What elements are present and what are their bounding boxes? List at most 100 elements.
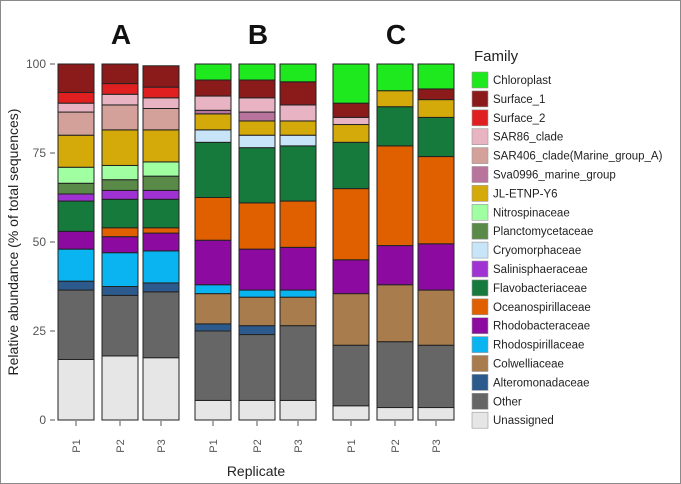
bar-segment-cryomorphaceae xyxy=(279,134,317,147)
bar-segment-cryomorphaceae xyxy=(238,134,276,149)
bar-segment-cryomorphaceae xyxy=(194,129,232,143)
bar-segment-rhodobacteraceae xyxy=(238,248,276,291)
bar-segment-rhodobacteraceae xyxy=(194,239,232,286)
bar-segment-alteromonadaceae xyxy=(57,280,95,291)
bar-segment-colwelliaceae xyxy=(376,284,414,343)
bar-segment-jl-etnp-y6 xyxy=(279,120,317,136)
y-tick-label: 0 xyxy=(39,413,46,427)
x-tick-label: P1 xyxy=(71,439,83,452)
bar-segment-sar86-clade xyxy=(57,102,95,113)
bar-segment-chloroplast xyxy=(376,63,414,92)
panel-labels: A B C xyxy=(111,19,406,50)
bar-segment-rhodospirillaceae xyxy=(101,252,139,287)
legend-label: Nitrospinaceae xyxy=(493,207,570,219)
panel-label: B xyxy=(248,19,268,50)
bar-segment-nitrospinaceae xyxy=(142,161,180,177)
bar-segment-jl-etnp-y6 xyxy=(376,90,414,108)
bar-segment-surface-1 xyxy=(238,79,276,99)
bar-segment-colwelliaceae xyxy=(238,296,276,327)
bar-segment-sar86-clade xyxy=(142,97,180,109)
bar-segment-other xyxy=(101,294,139,357)
legend-label: Unassigned xyxy=(493,415,554,427)
bar-segment-colwelliaceae xyxy=(194,293,232,325)
legend-swatch xyxy=(471,317,489,335)
x-tick-label: P2 xyxy=(115,439,127,452)
bar-segment-unassigned xyxy=(238,399,276,421)
x-axis-title: Replicate xyxy=(227,463,286,479)
bar-segment-rhodospirillaceae xyxy=(142,250,180,284)
bar-segment-salinisphaeraceae xyxy=(142,189,180,200)
bar-segment-chloroplast xyxy=(332,63,370,104)
bar-segment-oceanospirillaceae xyxy=(101,227,139,238)
legend-label: Surface_1 xyxy=(493,94,545,106)
bar-segment-jl-etnp-y6 xyxy=(101,129,139,166)
bar-segment-surface-2 xyxy=(142,86,180,99)
bar-segment-sar406-clade-marine-group-a- xyxy=(101,104,139,131)
bar-segment-sar406-clade-marine-group-a- xyxy=(142,108,180,131)
legend-label: Other xyxy=(493,396,522,408)
bar-segment-rhodobacteraceae xyxy=(376,245,414,286)
bar-segment-unassigned xyxy=(101,355,139,421)
bar-segment-alteromonadaceae xyxy=(238,325,276,336)
x-axis: P1 P2 P3 P1 P2 P3 P1 P2 P3 xyxy=(71,421,443,453)
legend-swatch xyxy=(471,355,489,372)
bar-segment-sar86-clade xyxy=(279,104,317,122)
bar-segment-planctomycetaceae xyxy=(101,179,139,191)
bar-segment-jl-etnp-y6 xyxy=(417,99,455,118)
legend-swatch xyxy=(471,185,489,202)
bar-segment-salinisphaeraceae xyxy=(101,189,139,200)
bar-segment-sar86-clade xyxy=(332,116,370,126)
bar-segment-rhodobacteraceae xyxy=(332,259,370,295)
x-tick-label: P2 xyxy=(252,439,264,452)
bar-segment-jl-etnp-y6 xyxy=(194,113,232,131)
legend-label: JL-ETNP-Y6 xyxy=(493,188,558,200)
bars-layer xyxy=(57,63,455,421)
bar-segment-unassigned xyxy=(332,405,370,421)
bar-segment-sar86-clade xyxy=(101,93,139,106)
legend-title: Family xyxy=(474,48,519,65)
legend-label: Rhodospirillaceae xyxy=(493,340,584,352)
bar-segment-other xyxy=(57,289,95,360)
bar-segment-planctomycetaceae xyxy=(57,182,95,195)
bar-segment-unassigned xyxy=(417,407,455,421)
bar-segment-rhodobacteraceae xyxy=(101,236,139,254)
y-axis-title: Relative abundance (% of total sequences… xyxy=(5,109,21,376)
bar-segment-other xyxy=(194,330,232,401)
bar-segment-flavobacteriaceae xyxy=(57,200,95,232)
bar-segment-unassigned xyxy=(376,407,414,421)
bar-segment-flavobacteriaceae xyxy=(376,106,414,147)
bar-segment-oceanospirillaceae xyxy=(332,188,370,261)
legend-label: Chloroplast xyxy=(493,75,552,87)
bar-segment-rhodospirillaceae xyxy=(194,284,232,295)
legend-swatch xyxy=(471,147,489,164)
x-tick-label: P2 xyxy=(390,439,402,452)
bar-segment-other xyxy=(332,344,370,407)
bar-segment-oceanospirillaceae xyxy=(142,227,180,234)
x-tick-label: P1 xyxy=(208,439,220,452)
bar-segment-other xyxy=(238,334,276,401)
bar-segment-unassigned xyxy=(142,357,180,421)
legend-swatch xyxy=(471,411,489,429)
bar-segment-unassigned xyxy=(57,358,95,421)
bar-segment-jl-etnp-y6 xyxy=(332,124,370,143)
panel-label: A xyxy=(111,19,131,50)
legend-swatch xyxy=(471,279,489,297)
bar-segment-unassigned xyxy=(194,399,232,421)
legend-label: Surface_2 xyxy=(493,113,545,125)
y-tick-label: 100 xyxy=(26,57,46,71)
y-tick-label: 75 xyxy=(33,146,47,160)
bar-segment-oceanospirillaceae xyxy=(238,202,276,250)
bar-segment-rhodobacteraceae xyxy=(279,246,317,291)
legend-label: Planctomycetaceae xyxy=(493,226,593,238)
bar-segment-flavobacteriaceae xyxy=(279,145,317,202)
bar-segment-nitrospinaceae xyxy=(57,166,95,184)
bar-segment-rhodospirillaceae xyxy=(57,248,95,282)
bar-segment-surface-1 xyxy=(57,63,95,93)
legend-swatch xyxy=(471,298,489,316)
bar-segment-surface-2 xyxy=(57,91,95,104)
legend-label: SAR86_clade xyxy=(493,132,563,144)
bar-segment-alteromonadaceae xyxy=(194,323,232,332)
bar-segment-oceanospirillaceae xyxy=(417,156,455,245)
legend-swatch xyxy=(471,204,489,221)
